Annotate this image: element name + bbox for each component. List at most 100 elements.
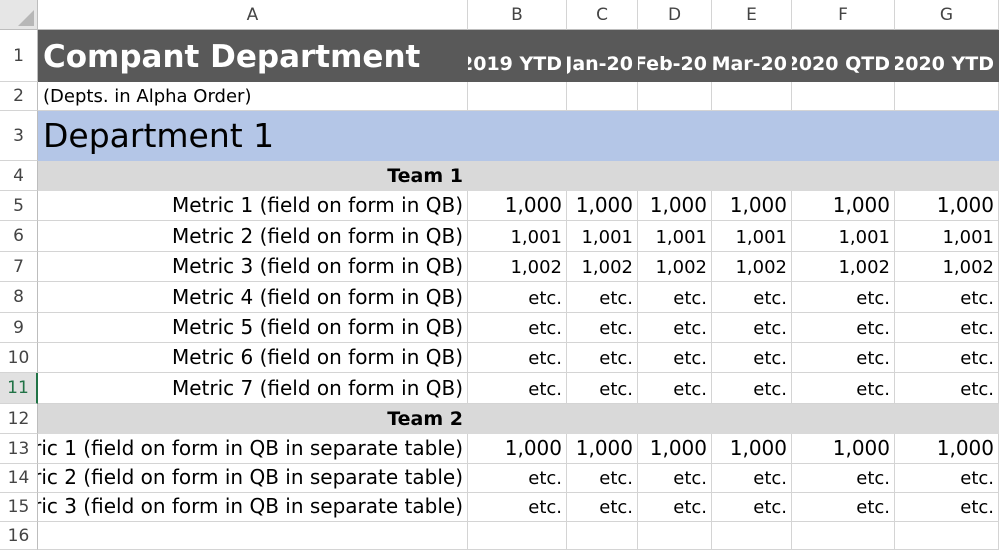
cell-b10[interactable]: etc. — [468, 343, 567, 373]
cell-f2[interactable] — [792, 82, 895, 111]
cell-g6[interactable]: 1,001 — [895, 221, 999, 252]
cell-a3[interactable]: Department 1 — [38, 111, 468, 161]
column-header-f[interactable]: F — [792, 0, 895, 30]
cell-c9[interactable]: etc. — [567, 313, 638, 343]
cell-g10[interactable]: etc. — [895, 343, 999, 373]
cell-e6[interactable]: 1,001 — [712, 221, 792, 252]
cell-g14[interactable]: etc. — [895, 464, 999, 493]
cell-f16[interactable] — [792, 522, 895, 550]
cell-g3[interactable] — [895, 111, 999, 161]
cell-f11[interactable]: etc. — [792, 373, 895, 404]
cell-d9[interactable]: etc. — [638, 313, 712, 343]
cell-a2[interactable]: (Depts. in Alpha Order) — [38, 82, 468, 111]
cell-d6[interactable]: 1,001 — [638, 221, 712, 252]
cell-c10[interactable]: etc. — [567, 343, 638, 373]
row-header-5[interactable]: 5 — [0, 191, 38, 221]
cell-g15[interactable]: etc. — [895, 493, 999, 522]
row-header-12[interactable]: 12 — [0, 404, 38, 434]
cell-f3[interactable] — [792, 111, 895, 161]
cell-a9[interactable]: Metric 5 (field on form in QB) — [38, 313, 468, 343]
cell-c2[interactable] — [567, 82, 638, 111]
cell-c7[interactable]: 1,002 — [567, 252, 638, 282]
cell-c1[interactable]: Jan-20 — [567, 30, 638, 82]
column-header-d[interactable]: D — [638, 0, 712, 30]
row-header-15[interactable]: 15 — [0, 493, 38, 522]
row-header-16[interactable]: 16 — [0, 522, 38, 550]
cell-f13[interactable]: 1,000 — [792, 434, 895, 464]
cell-c8[interactable]: etc. — [567, 282, 638, 313]
cell-b3[interactable] — [468, 111, 567, 161]
cell-b11[interactable]: etc. — [468, 373, 567, 404]
cell-b4[interactable] — [468, 161, 567, 191]
cell-f12[interactable] — [792, 404, 895, 434]
cell-c4[interactable] — [567, 161, 638, 191]
cell-a10[interactable]: Metric 6 (field on form in QB) — [38, 343, 468, 373]
cell-a6[interactable]: Metric 2 (field on form in QB) — [38, 221, 468, 252]
cell-f8[interactable]: etc. — [792, 282, 895, 313]
cell-g4[interactable] — [895, 161, 999, 191]
cell-d3[interactable] — [638, 111, 712, 161]
cell-d5[interactable]: 1,000 — [638, 191, 712, 221]
row-header-14[interactable]: 14 — [0, 464, 38, 493]
cell-f15[interactable]: etc. — [792, 493, 895, 522]
cell-d7[interactable]: 1,002 — [638, 252, 712, 282]
cell-d10[interactable]: etc. — [638, 343, 712, 373]
cell-b12[interactable] — [468, 404, 567, 434]
cell-a7[interactable]: Metric 3 (field on form in QB) — [38, 252, 468, 282]
cell-a16[interactable] — [38, 522, 468, 550]
cell-a12[interactable]: Team 2 — [38, 404, 468, 434]
row-header-1[interactable]: 1 — [0, 30, 38, 82]
cell-f7[interactable]: 1,002 — [792, 252, 895, 282]
cell-b5[interactable]: 1,000 — [468, 191, 567, 221]
cell-b8[interactable]: etc. — [468, 282, 567, 313]
cell-f6[interactable]: 1,001 — [792, 221, 895, 252]
cell-e16[interactable] — [712, 522, 792, 550]
cell-e12[interactable] — [712, 404, 792, 434]
row-header-2[interactable]: 2 — [0, 82, 38, 111]
cell-c14[interactable]: etc. — [567, 464, 638, 493]
cell-c5[interactable]: 1,000 — [567, 191, 638, 221]
row-header-3[interactable]: 3 — [0, 111, 38, 161]
column-header-g[interactable]: G — [895, 0, 999, 30]
cell-e13[interactable]: 1,000 — [712, 434, 792, 464]
cell-e5[interactable]: 1,000 — [712, 191, 792, 221]
cell-c16[interactable] — [567, 522, 638, 550]
select-all-button[interactable] — [0, 0, 38, 30]
cell-d4[interactable] — [638, 161, 712, 191]
cell-e11[interactable]: etc. — [712, 373, 792, 404]
cell-g2[interactable] — [895, 82, 999, 111]
cell-e3[interactable] — [712, 111, 792, 161]
row-header-13[interactable]: 13 — [0, 434, 38, 464]
cell-a5[interactable]: Metric 1 (field on form in QB) — [38, 191, 468, 221]
cell-e1[interactable]: Mar-20 — [712, 30, 792, 82]
cell-d1[interactable]: Feb-20 — [638, 30, 712, 82]
cell-b16[interactable] — [468, 522, 567, 550]
cell-f9[interactable]: etc. — [792, 313, 895, 343]
row-header-4[interactable]: 4 — [0, 161, 38, 191]
cell-b6[interactable]: 1,001 — [468, 221, 567, 252]
cell-c11[interactable]: etc. — [567, 373, 638, 404]
cell-d2[interactable] — [638, 82, 712, 111]
column-header-c[interactable]: C — [567, 0, 638, 30]
cell-b2[interactable] — [468, 82, 567, 111]
cell-a11[interactable]: Metric 7 (field on form in QB) — [38, 373, 468, 404]
cell-e15[interactable]: etc. — [712, 493, 792, 522]
row-header-6[interactable]: 6 — [0, 221, 38, 252]
cell-a8[interactable]: Metric 4 (field on form in QB) — [38, 282, 468, 313]
cell-e4[interactable] — [712, 161, 792, 191]
cell-e9[interactable]: etc. — [712, 313, 792, 343]
cell-d13[interactable]: 1,000 — [638, 434, 712, 464]
cell-b9[interactable]: etc. — [468, 313, 567, 343]
cell-e8[interactable]: etc. — [712, 282, 792, 313]
cell-g11[interactable]: etc. — [895, 373, 999, 404]
row-header-8[interactable]: 8 — [0, 282, 38, 313]
column-header-a[interactable]: A — [38, 0, 468, 30]
cell-g7[interactable]: 1,002 — [895, 252, 999, 282]
row-header-7[interactable]: 7 — [0, 252, 38, 282]
cell-a13[interactable]: Metric 1 (field on form in QB in separat… — [38, 434, 468, 464]
cell-e10[interactable]: etc. — [712, 343, 792, 373]
cell-b1[interactable]: 2019 YTD — [468, 30, 567, 82]
cell-f4[interactable] — [792, 161, 895, 191]
cell-g12[interactable] — [895, 404, 999, 434]
cell-b7[interactable]: 1,002 — [468, 252, 567, 282]
